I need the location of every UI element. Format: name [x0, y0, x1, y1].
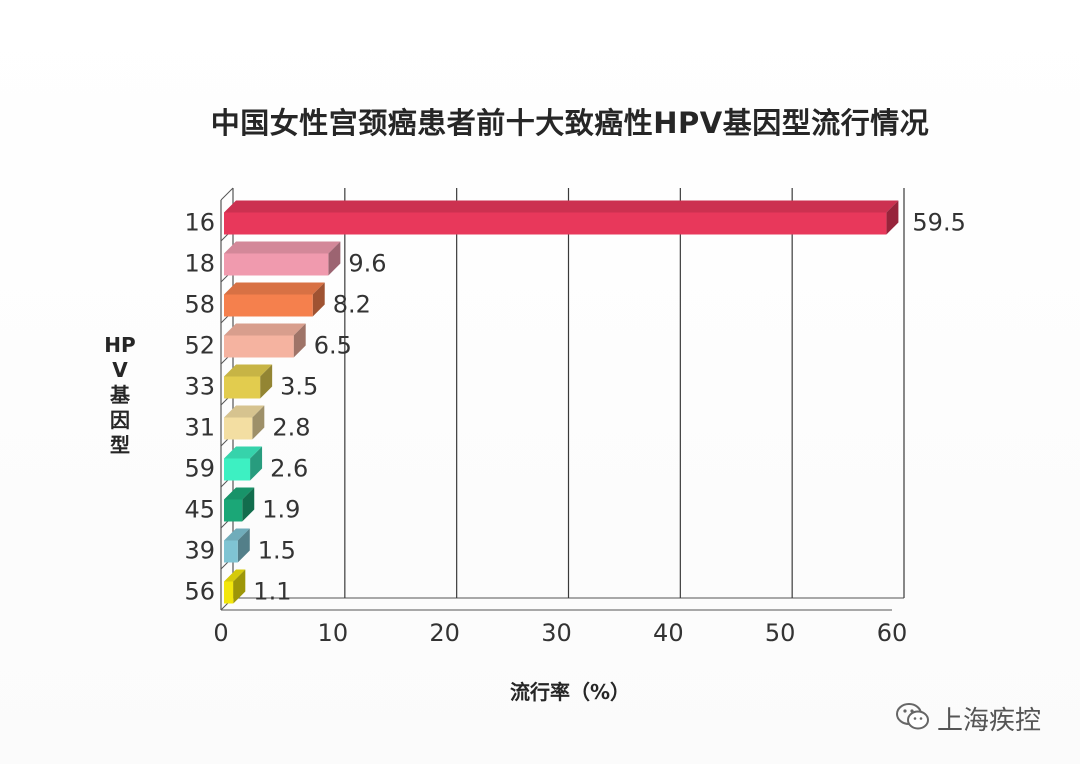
bar-top-face [224, 364, 273, 377]
bar-16 [224, 200, 899, 235]
bar-side-face [242, 487, 255, 522]
x-tick-label: 60 [877, 619, 908, 647]
gridlines [344, 188, 905, 598]
bar-top-face [224, 446, 263, 459]
bar-side-face [312, 282, 325, 317]
x-tick-label: 50 [765, 619, 796, 647]
bar-top-face [224, 487, 255, 500]
axis-corner-top [220, 187, 234, 201]
bar-front-face [224, 376, 261, 399]
data-label: 8.2 [333, 291, 371, 319]
x-tick-label: 20 [429, 619, 460, 647]
bar-front-face [224, 499, 243, 522]
data-label: 9.6 [348, 250, 386, 278]
y-tick-label: 45 [184, 496, 215, 524]
bar-top-face [224, 241, 341, 254]
y-tick-label: 56 [184, 578, 215, 606]
bar-side-face [293, 323, 306, 358]
bar-56 [224, 569, 246, 604]
bar-front-face [224, 458, 251, 481]
y-tick-label: 33 [184, 373, 215, 401]
y-tick-label: 16 [184, 209, 215, 237]
bar-side-face [237, 528, 250, 563]
bar-front-face [224, 335, 294, 358]
data-label: 2.6 [270, 455, 308, 483]
value-labels: 59.5 9.6 8.2 6.5 3.5 2.8 2.6 1.9 1.5 1.1 [253, 209, 966, 606]
bar-side-face [328, 241, 341, 276]
chart-title: 中国女性宫颈癌患者前十大致癌性HPV基因型流行情况 [210, 106, 930, 140]
bar-side-face [233, 569, 246, 604]
bar-side-face [250, 446, 263, 481]
data-label: 2.8 [272, 414, 310, 442]
bar-top-face [224, 282, 325, 295]
bar-top-face [224, 323, 306, 336]
bar-front-face [224, 253, 329, 276]
data-label: 1.1 [253, 578, 291, 606]
bar-front-face [224, 294, 313, 317]
y-tick-labels: 16 18 58 52 33 31 59 45 39 56 [184, 209, 215, 606]
y-tick-label: 58 [184, 291, 215, 319]
data-label: 6.5 [314, 332, 352, 360]
y-axis-label: HPV基因型 [104, 333, 136, 457]
bar-front-face [224, 581, 234, 604]
bar-front-face [224, 212, 887, 235]
bar-side-face [260, 364, 273, 399]
bar-52 [224, 323, 306, 358]
bar-front-face [224, 417, 253, 440]
y-tick-label: 52 [184, 332, 215, 360]
x-tick-label: 40 [653, 619, 684, 647]
bar-top-face [224, 569, 246, 582]
y-tick-label: 59 [184, 455, 215, 483]
bar-45 [224, 487, 255, 522]
bar-top-face [224, 528, 250, 541]
bar-top-face [224, 405, 265, 418]
watermark-text: 上海疾控 [937, 706, 1042, 736]
data-label: 1.9 [262, 496, 300, 524]
bar-58 [224, 282, 325, 317]
x-tick-labels: 0 10 20 30 40 50 60 [213, 619, 907, 647]
x-axis-label: 流行率（%） [509, 680, 631, 704]
data-label: 1.5 [258, 537, 296, 565]
bar-side-face [252, 405, 265, 440]
bar-side-face [886, 200, 899, 235]
bar-39 [224, 528, 250, 563]
bar-59 [224, 446, 263, 481]
data-label: 3.5 [280, 373, 318, 401]
bars [224, 200, 899, 604]
bar-18 [224, 241, 341, 276]
bar-33 [224, 364, 273, 399]
wechat-icon [895, 701, 931, 737]
bar-front-face [224, 540, 238, 563]
y-tick-label: 39 [184, 537, 215, 565]
x-tick-label: 10 [318, 619, 349, 647]
watermark: 上海疾控 [895, 700, 1041, 737]
x-tick-label: 0 [213, 619, 228, 647]
bar-31 [224, 405, 265, 440]
y-tick-label: 18 [184, 250, 215, 278]
x-tick-label: 30 [541, 619, 572, 647]
y-tick-label: 31 [184, 414, 215, 442]
bar-top-face [224, 200, 899, 213]
data-label: 59.5 [912, 209, 965, 237]
